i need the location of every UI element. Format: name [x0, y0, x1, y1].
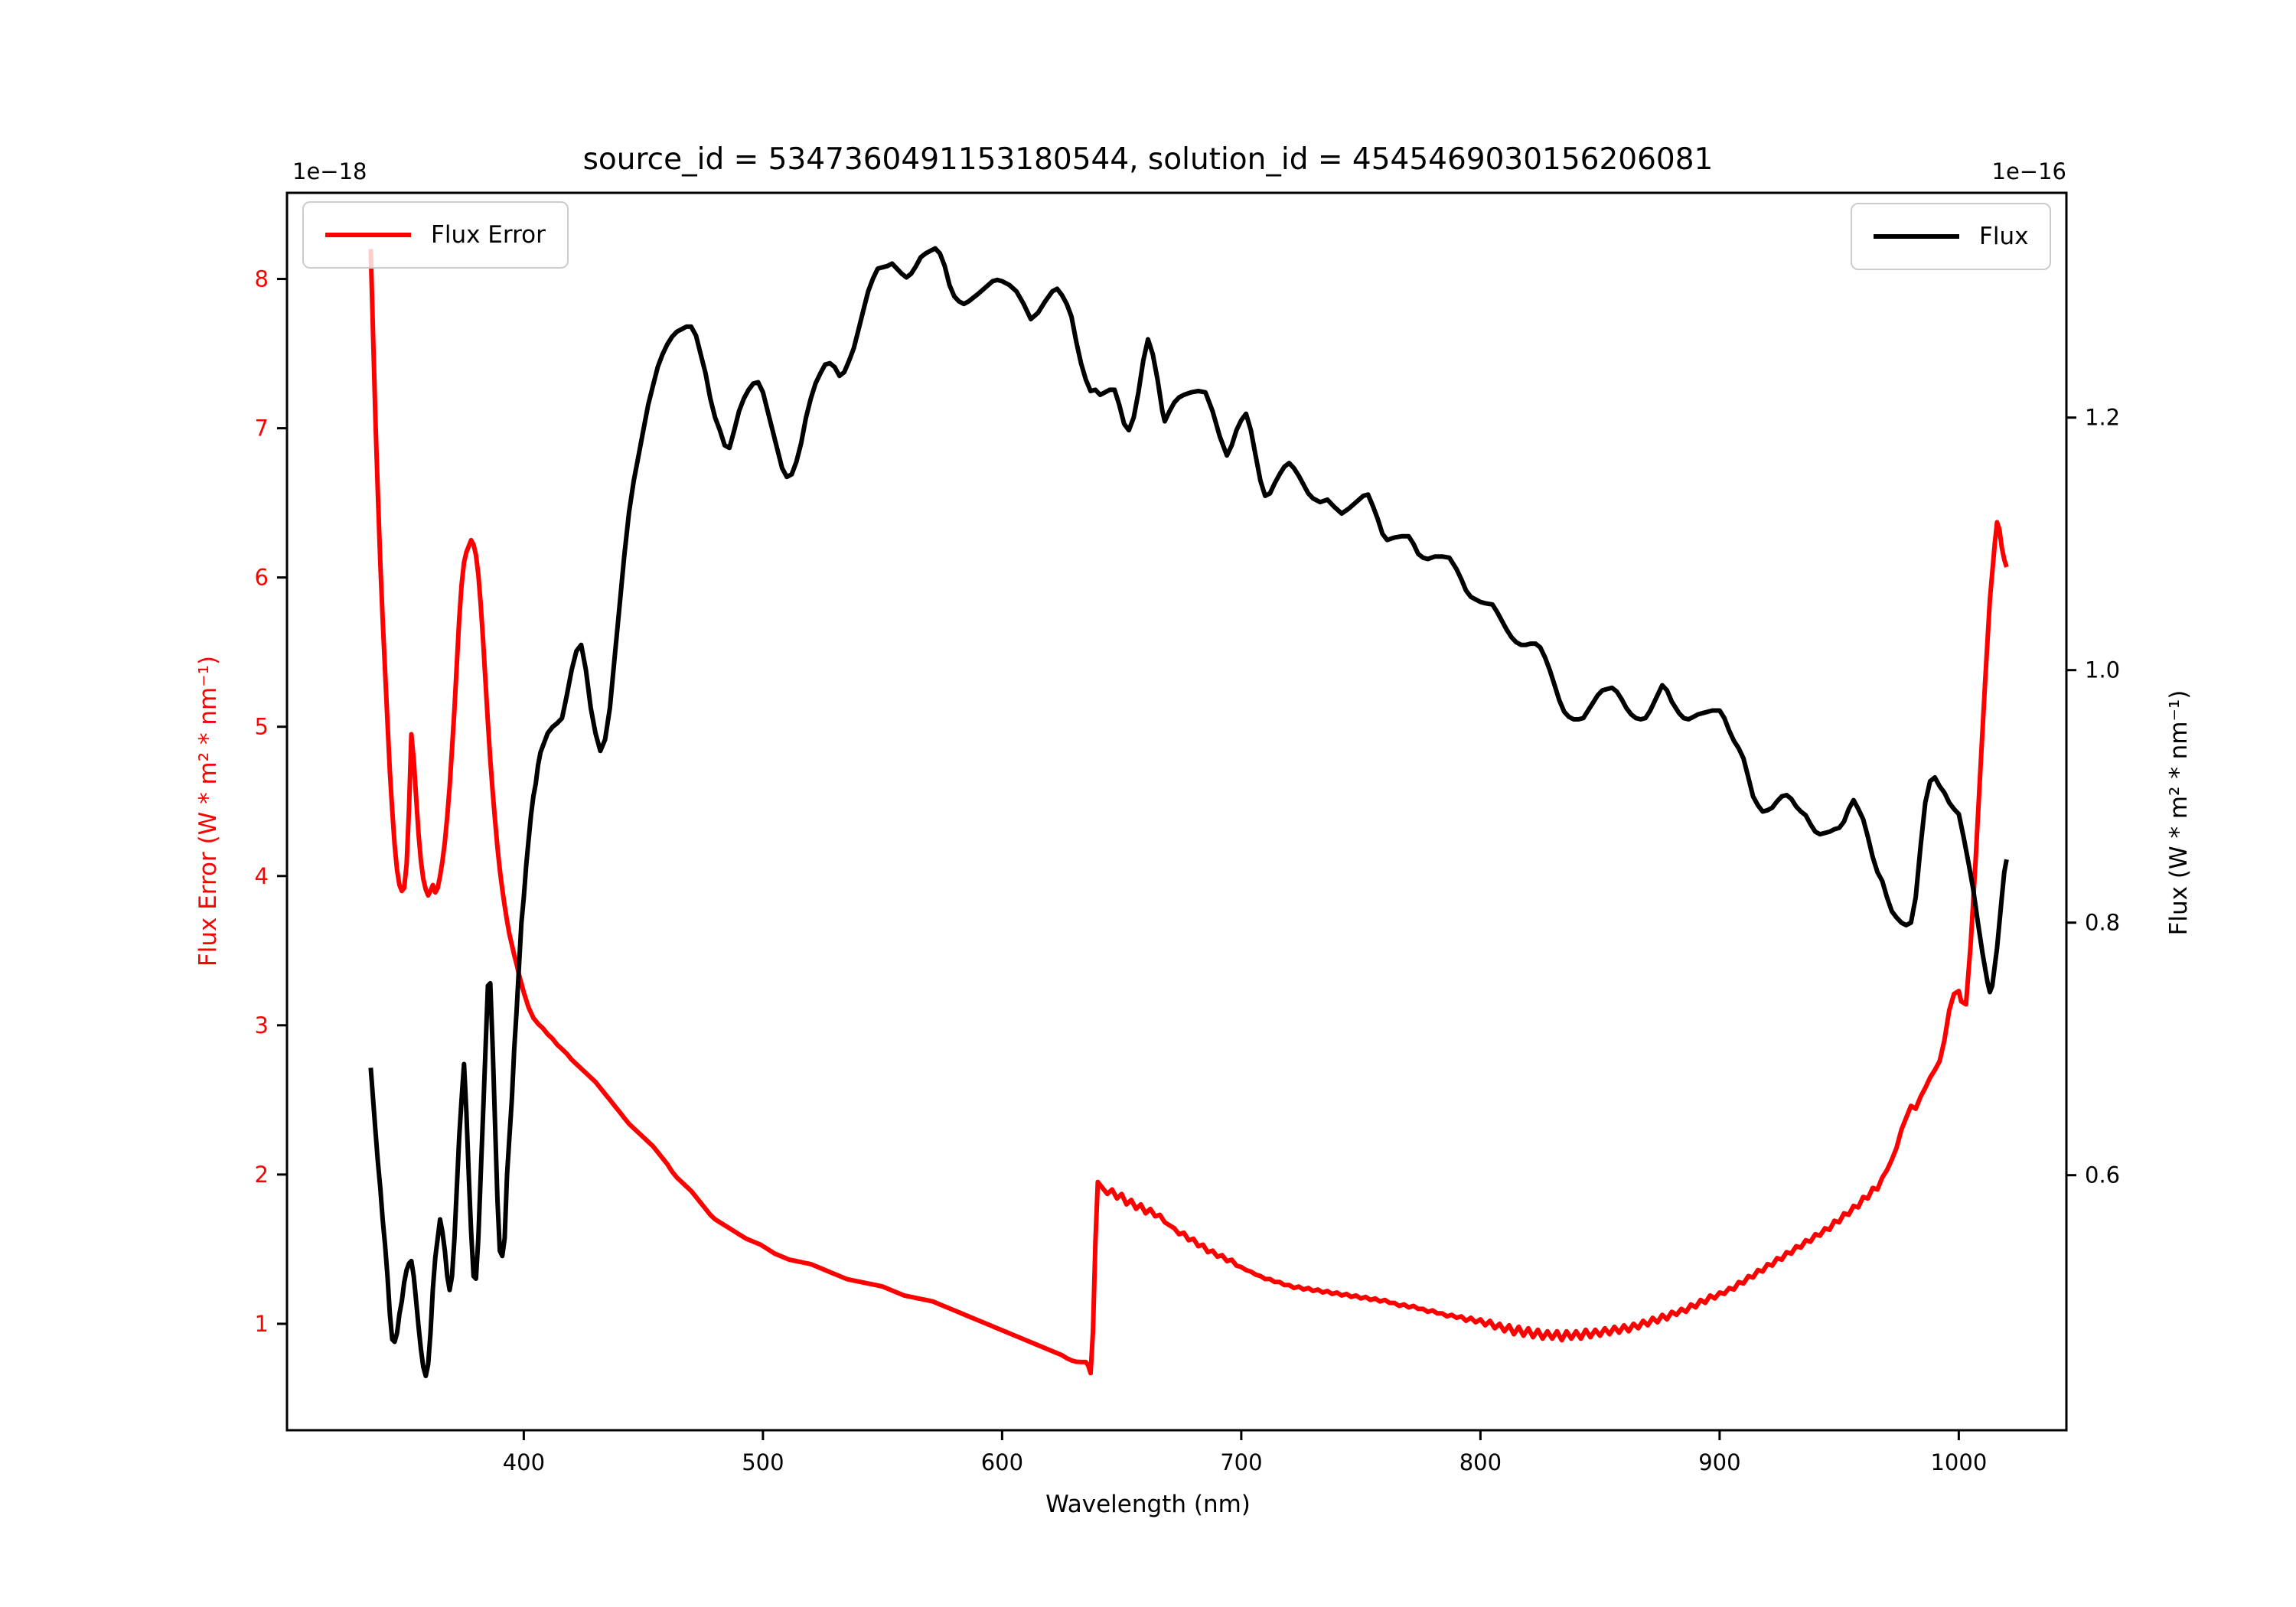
right-y-tick-label: 0.8 [2085, 910, 2120, 936]
axis-ticks [277, 278, 2076, 1440]
left-y-tick-label: 2 [255, 1162, 269, 1188]
flux-error-line [368, 249, 2009, 1376]
right-y-axis-label: Flux (W * m² * nm⁻¹) [2165, 689, 2193, 936]
x-tick-label: 600 [981, 1449, 1023, 1475]
legend-flux-error: Flux Error [302, 201, 569, 269]
x-tick-label: 400 [503, 1449, 545, 1475]
chart-title: source_id = 5347360491153180544, solutio… [582, 142, 1714, 177]
axis-tick-labels: 400 500 600 700 800 900 1000 1 2 3 4 5 6 7 8 0.6 0.8 1.0 1… [255, 266, 2121, 1475]
right-y-tick-label: 1.0 [2085, 657, 2120, 683]
x-tick-label: 900 [1698, 1449, 1740, 1475]
flux-error-legend-line-icon [325, 233, 411, 237]
axes-frame [285, 191, 2068, 1432]
x-tick-label: 700 [1220, 1449, 1262, 1475]
right-y-tick-label: 1.2 [2085, 405, 2120, 431]
right-y-tick-label: 0.6 [2085, 1162, 2120, 1188]
x-tick-label: 500 [742, 1449, 784, 1475]
flux-legend-label: Flux [1979, 223, 2029, 250]
left-y-tick-label: 8 [255, 266, 269, 292]
left-y-axis-label: Flux Error (W * m² * nm⁻¹) [194, 655, 222, 967]
left-y-tick-label: 6 [255, 565, 269, 591]
left-y-tick-label: 5 [255, 714, 269, 740]
x-tick-label: 1000 [1930, 1449, 1987, 1475]
legend-flux: Flux [1851, 203, 2052, 270]
left-y-tick-label: 3 [255, 1012, 269, 1038]
left-y-tick-label: 7 [255, 416, 269, 442]
x-axis-label: Wavelength (nm) [1045, 1491, 1251, 1518]
flux-line [368, 246, 2009, 1378]
x-tick-label: 800 [1459, 1449, 1502, 1475]
flux-error-legend-label: Flux Error [431, 221, 546, 249]
left-y-tick-label: 1 [255, 1311, 269, 1337]
flux-legend-line-icon [1874, 234, 1959, 239]
right-axis-offset-text: 1e−16 [1991, 158, 2067, 184]
left-y-tick-label: 4 [255, 863, 269, 889]
left-axis-offset-text: 1e−18 [292, 158, 367, 184]
